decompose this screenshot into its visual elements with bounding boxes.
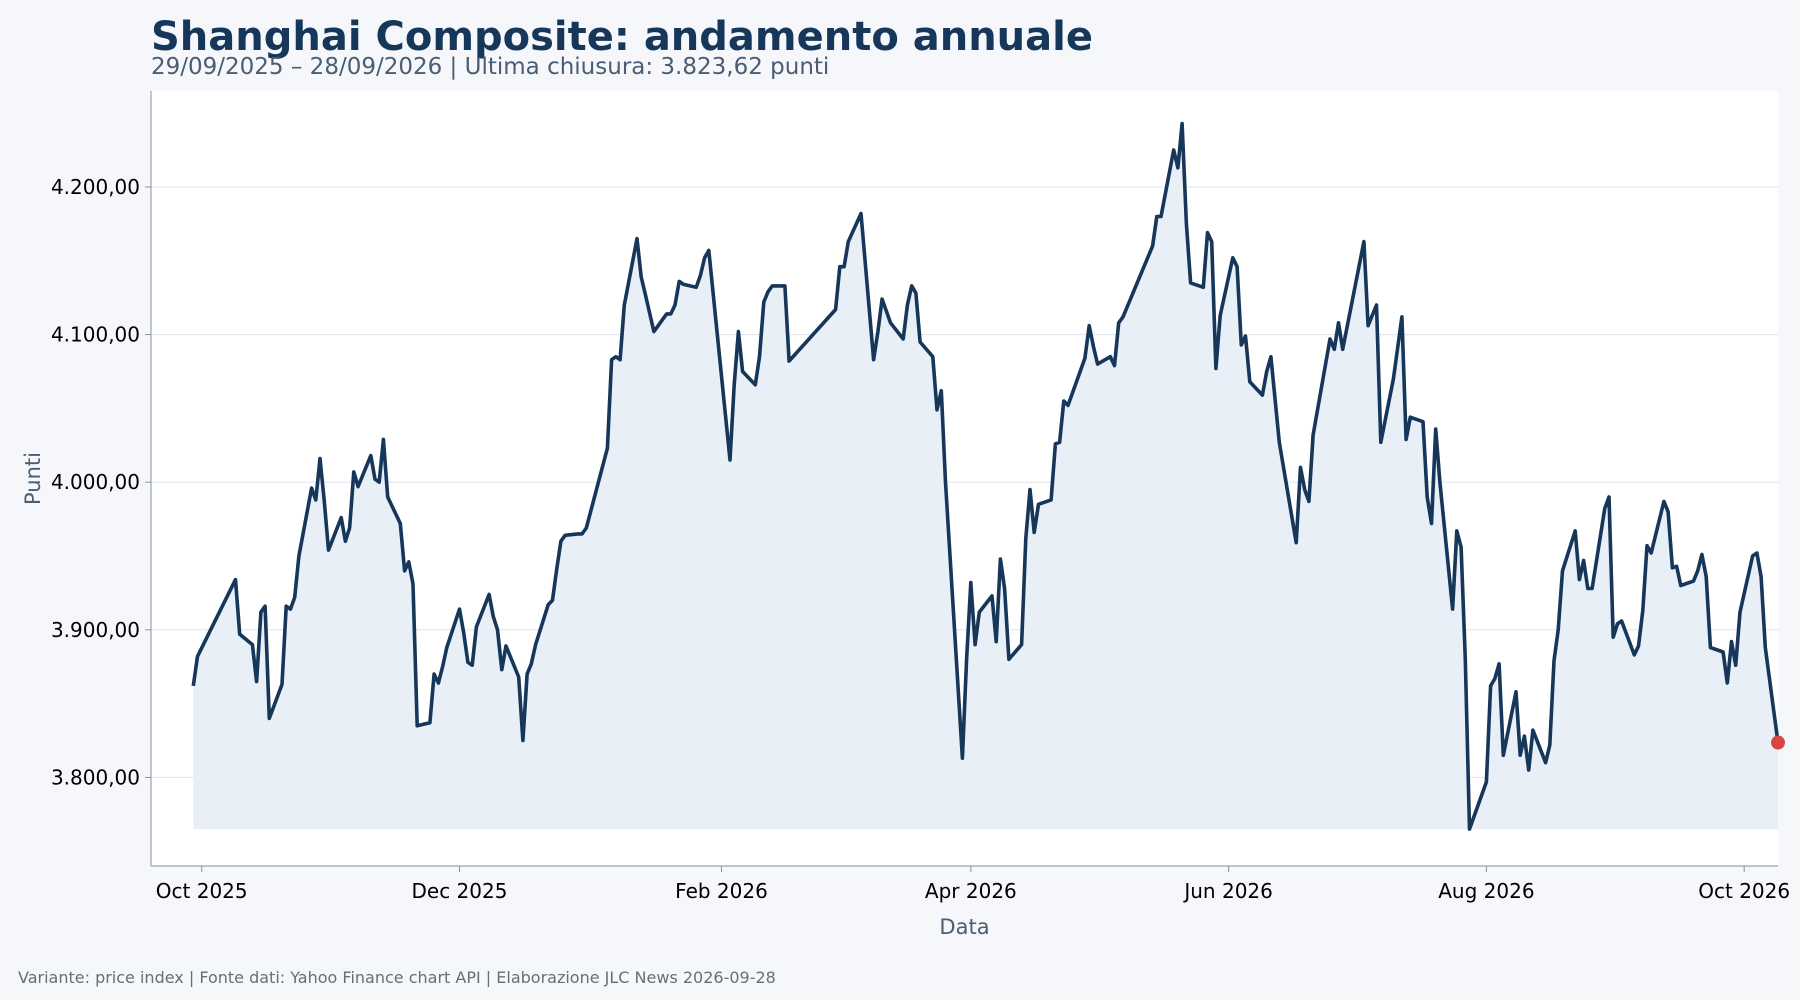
axes: [150, 91, 1778, 867]
footer-source: Variante: price index | Fonte dati: Yaho…: [18, 968, 776, 987]
last-close-point: [1771, 735, 1785, 750]
y-tick-label: 4.000,00: [51, 470, 140, 494]
y-tick-label: 3.800,00: [51, 765, 140, 789]
x-tick-label: Apr 2026: [925, 879, 1017, 903]
x-tick-label: Jun 2026: [1182, 879, 1273, 903]
x-tick-label: Aug 2026: [1438, 879, 1534, 903]
x-tick-label: Dec 2025: [412, 879, 508, 903]
x-tick-label: Feb 2026: [675, 879, 768, 903]
y-tick-label: 4.200,00: [51, 175, 140, 199]
y-axis-title: Punti: [21, 452, 45, 505]
x-axis-ticks: Oct 2025 Dec 2025 Feb 2026 Apr 2026 Jun 2026…: [156, 866, 1790, 903]
y-tick-label: 3.900,00: [51, 618, 140, 642]
x-tick-label: Oct 2025: [156, 879, 248, 903]
chart-subtitle: 29/09/2025 – 28/09/2026 | Ultima chiusur…: [151, 54, 830, 80]
y-axis-ticks: 3.800,00 3.900,00 4.000,00 4.100,00 4.200,00: [51, 175, 151, 789]
price-area-fill: [193, 123, 1778, 830]
x-axis-title: Data: [939, 915, 989, 939]
x-tick-label: Oct 2026: [1698, 879, 1790, 903]
chart-title: Shanghai Composite: andamento annuale: [151, 14, 1093, 60]
y-tick-label: 4.100,00: [51, 323, 140, 347]
price-line: [191, 121, 1780, 831]
